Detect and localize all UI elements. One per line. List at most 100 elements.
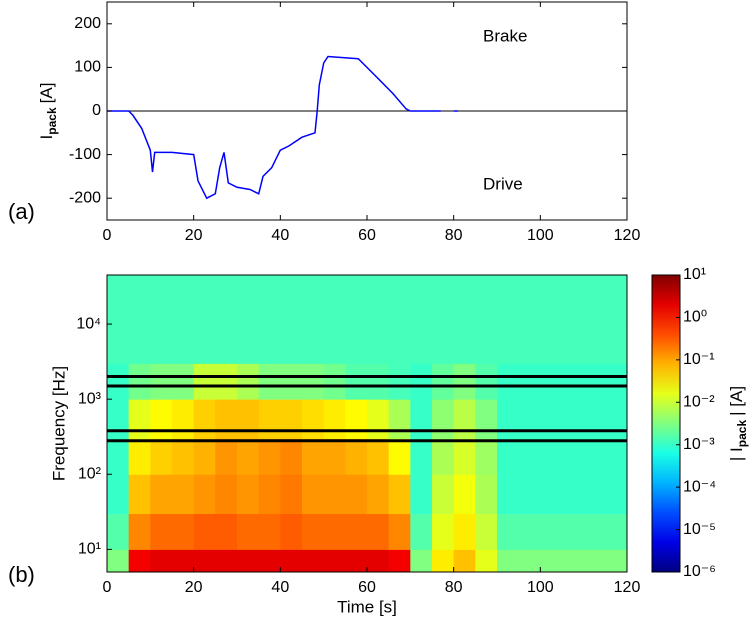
colorbar-tick-label: 10⁻¹ <box>683 351 715 368</box>
heatmap-cell <box>367 474 390 515</box>
heatmap-cell <box>410 438 433 475</box>
heatmap-cell <box>583 363 606 400</box>
heatmap-cell <box>237 324 260 364</box>
heatmap-cell <box>215 275 238 325</box>
heatmap-cell <box>432 324 455 364</box>
heatmap-cell <box>540 275 563 325</box>
heatmap-cell <box>107 275 130 325</box>
heatmap-cell <box>128 324 151 364</box>
colorbar <box>651 274 681 573</box>
heatmap-cell <box>453 399 476 439</box>
heatmap-cell <box>323 324 346 364</box>
heatmap-cell <box>497 275 520 325</box>
heatmap-cell <box>150 438 173 475</box>
heatmap-cell <box>107 438 130 475</box>
x-tick-label: 80 <box>445 227 463 244</box>
heatmap-cell <box>172 324 195 364</box>
heatmap-cell <box>410 363 433 400</box>
colorbar-tick-label: 10⁰ <box>683 309 707 326</box>
heatmap-cell <box>107 513 130 550</box>
heatmap-cell <box>518 275 541 325</box>
heatmap-cell <box>323 513 346 550</box>
heatmap-cell <box>518 438 541 475</box>
x-tick-label: 120 <box>614 579 641 596</box>
x-tick-label: 80 <box>445 579 463 596</box>
heatmap-cell <box>432 513 455 550</box>
heatmap-cell <box>367 324 390 364</box>
panel-label: (a) <box>8 199 35 224</box>
heatmap-cell <box>215 513 238 550</box>
heatmap-cell <box>605 438 628 475</box>
heatmap-cell <box>367 363 390 400</box>
heatmap-cell <box>562 438 585 475</box>
y-tick-label: 200 <box>74 15 101 32</box>
y-tick-label: 10³ <box>78 390 102 407</box>
y-tick-label: -200 <box>69 189 101 206</box>
heatmap-cell <box>128 363 151 400</box>
heatmap-cell <box>410 399 433 439</box>
heatmap-cell <box>128 513 151 550</box>
heatmap-cell <box>410 549 433 573</box>
annotation: Brake <box>483 26 527 45</box>
heatmap-cell <box>583 324 606 364</box>
heatmap-cell <box>518 363 541 400</box>
x-tick-label: 20 <box>185 579 203 596</box>
y-tick-label: 100 <box>74 59 101 76</box>
heatmap-cell <box>280 363 303 400</box>
heatmap-cell <box>302 513 325 550</box>
heatmap-cell <box>562 275 585 325</box>
x-tick-label: 0 <box>103 227 112 244</box>
heatmap-cell <box>605 474 628 515</box>
heatmap-cell <box>172 474 195 515</box>
heatmap-cell <box>302 549 325 573</box>
data-line <box>107 57 488 199</box>
heatmap-cell <box>323 399 346 439</box>
x-tick-label: 60 <box>358 579 376 596</box>
heatmap-cell <box>432 275 455 325</box>
heatmap-cell <box>280 399 303 439</box>
heatmap-cell <box>193 363 216 400</box>
heatmap-cell <box>367 549 390 573</box>
heatmap-cell <box>562 399 585 439</box>
heatmap-cell <box>583 474 606 515</box>
heatmap-cell <box>475 275 498 325</box>
heatmap-cell <box>323 474 346 515</box>
heatmap-cell <box>497 324 520 364</box>
x-tick-label: 100 <box>527 227 554 244</box>
heatmap-cell <box>388 549 411 573</box>
heatmap-cell <box>302 438 325 475</box>
x-tick-label: 60 <box>358 227 376 244</box>
panel-label: (b) <box>8 562 35 587</box>
heatmap-cell <box>302 399 325 439</box>
heatmap-cell <box>388 438 411 475</box>
annotation: Drive <box>483 175 523 194</box>
heatmap-cell <box>540 399 563 439</box>
heatmap-cell <box>172 275 195 325</box>
heatmap-cell <box>258 399 281 439</box>
heatmap-cell <box>323 438 346 475</box>
heatmap-cell <box>193 399 216 439</box>
colorbar-tick-label: 10⁻³ <box>683 436 715 453</box>
heatmap-cell <box>540 438 563 475</box>
heatmap-cell <box>258 324 281 364</box>
heatmap-cell <box>518 324 541 364</box>
heatmap-cell <box>432 474 455 515</box>
label-part: [A] <box>37 83 56 104</box>
heatmap-cell <box>345 363 368 400</box>
heatmap-cell <box>302 474 325 515</box>
heatmap-cell <box>172 363 195 400</box>
heatmap-cell <box>562 513 585 550</box>
heatmap-cell <box>128 438 151 475</box>
heatmap-cell <box>518 549 541 573</box>
heatmap-cell <box>410 275 433 325</box>
heatmap-cell <box>475 363 498 400</box>
heatmap-cell <box>128 399 151 439</box>
axis-label: | Ipack | [A] <box>727 386 749 461</box>
heatmap-cell <box>540 513 563 550</box>
heatmap-cell <box>410 474 433 515</box>
heatmap-cell <box>583 438 606 475</box>
heatmap-cell <box>518 513 541 550</box>
heatmap-cell <box>150 275 173 325</box>
heatmap-cell <box>562 474 585 515</box>
heatmap-cell <box>258 549 281 573</box>
